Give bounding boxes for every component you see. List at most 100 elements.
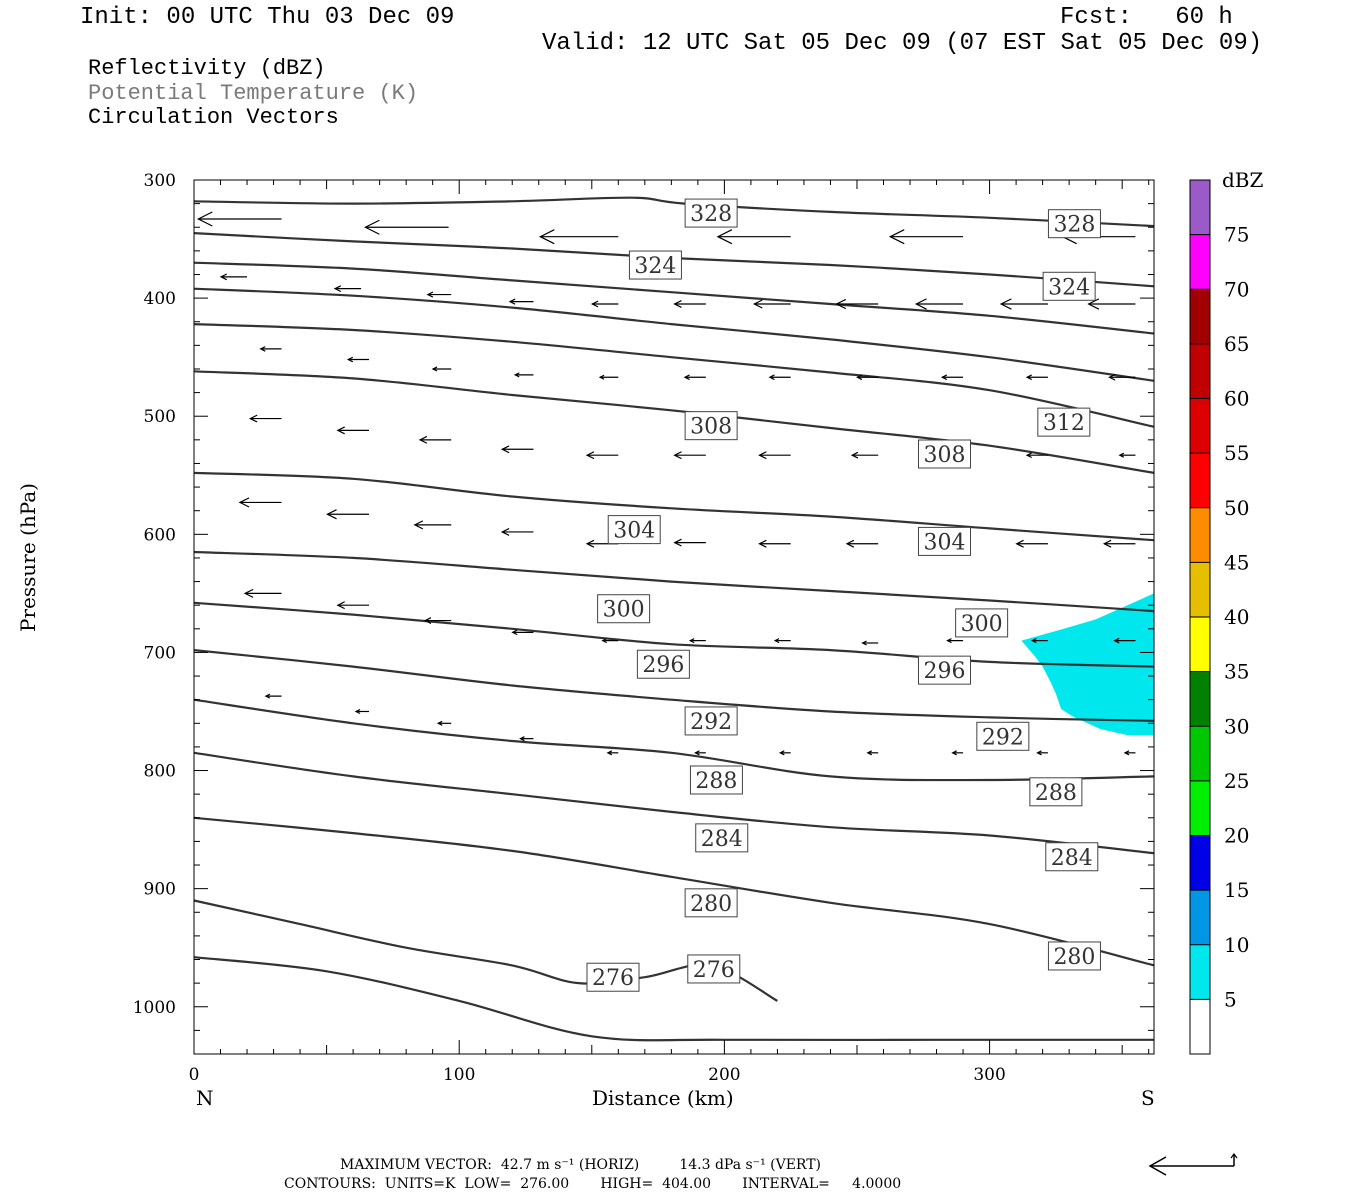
colorbar-swatch [1190, 617, 1210, 672]
circulation-vector [752, 299, 791, 309]
svg-text:284: 284 [701, 827, 743, 852]
circulation-vector [683, 374, 706, 381]
circulation-vector [1015, 539, 1048, 548]
colorbar-bottom-white [1190, 999, 1210, 1054]
colorbar-tick-label: 40 [1224, 605, 1249, 629]
circulation-vector [1030, 638, 1048, 644]
x-axis-end-south: S [1141, 1086, 1155, 1110]
isentrope-296 [193, 601, 1155, 668]
colorbar-swatch [1190, 944, 1210, 1000]
valid-time: Valid: 12 UTC Sat 05 Dec 09 (07 EST Sat … [542, 30, 1263, 57]
colorbar-swatch [1190, 289, 1210, 344]
circulation-vector [946, 638, 964, 644]
colorbar-tick-label: 60 [1224, 387, 1249, 411]
contour-label: 300 [955, 608, 1009, 638]
contour-label: 296 [636, 649, 690, 679]
colorbar-tick-label: 75 [1224, 223, 1249, 247]
circulation-vector [1123, 750, 1136, 756]
svg-text:328: 328 [1053, 213, 1095, 238]
y-tick-label: 600 [144, 525, 176, 545]
circulation-vector [336, 426, 370, 435]
init-time: Init: 00 UTC Thu 03 Dec 09 [80, 4, 455, 31]
svg-text:312: 312 [1043, 411, 1085, 436]
forecast-hour: Fcst: 60 h [1060, 4, 1233, 31]
y-tick-label: 700 [144, 643, 176, 663]
colorbar-swatch [1190, 835, 1210, 891]
colorbar-swatch [1190, 507, 1210, 563]
circulation-vector [585, 451, 619, 460]
circulation-vector [866, 750, 879, 756]
circulation-vector [259, 346, 282, 352]
isentrope-316 [193, 287, 1155, 382]
isentrope-312 [193, 323, 1155, 428]
svg-text:300: 300 [961, 612, 1003, 637]
circulation-vector [673, 538, 706, 547]
axes-layer: 0 100 200 300 300 400 500 600 700 800 900 1000 [133, 171, 1155, 1085]
contour-label: 288 [1029, 777, 1083, 807]
svg-text:284: 284 [1051, 846, 1093, 871]
contour-label: 328 [684, 198, 738, 228]
circulation-vector [606, 750, 619, 756]
isentrope-280 [193, 816, 1155, 967]
circulation-vector [431, 366, 452, 372]
circulation-vector [856, 374, 879, 381]
circulation-vector [1108, 373, 1136, 381]
circulation-vector [1036, 750, 1048, 756]
isentrope-328 [193, 196, 1155, 228]
isentrope-272 [193, 956, 1154, 1042]
isentrope-300 [193, 550, 1155, 613]
colorbar-tick-label: 25 [1224, 769, 1249, 793]
isentrope-layer [193, 196, 1155, 1042]
circulation-vector [1025, 452, 1048, 459]
svg-text:308: 308 [690, 415, 732, 440]
circulation-vector [694, 750, 706, 756]
circulation-vector [333, 285, 362, 293]
circulation-vector [758, 451, 791, 460]
y-tick-label: 300 [144, 171, 176, 191]
isentrope-284 [193, 751, 1155, 855]
circulation-vector [861, 640, 879, 646]
contour-label: 300 [597, 594, 651, 624]
colorbar-swatch [1190, 726, 1210, 781]
colorbar-tick-label: 50 [1224, 496, 1249, 520]
x-tick-label: 0 [189, 1065, 200, 1085]
reference-vector-icon [1148, 1153, 1238, 1176]
colorbar-title: dBZ [1222, 168, 1264, 192]
contour-label: 304 [607, 515, 661, 545]
colorbar-tick-label: 70 [1224, 277, 1249, 301]
circulation-vector [413, 520, 452, 530]
svg-text:280: 280 [1053, 945, 1095, 970]
svg-text:304: 304 [613, 519, 655, 544]
contour-label: 276 [586, 962, 640, 992]
legend-potential-temperature: Potential Temperature (K) [88, 81, 419, 106]
circulation-vector [418, 435, 452, 444]
colorbar-swatch [1190, 890, 1210, 945]
maximum-vector-note: MAXIMUM VECTOR: 42.7 m s⁻¹ (HORIZ) 14.3 … [340, 1157, 822, 1173]
circulation-vector [1102, 539, 1136, 548]
contour-label: 324 [628, 250, 682, 280]
svg-text:296: 296 [923, 659, 965, 684]
circulation-vector [436, 720, 452, 726]
circulation-vector [1025, 374, 1048, 381]
circulation-vector [238, 497, 282, 508]
svg-text:292: 292 [690, 710, 732, 735]
contour-label: 280 [684, 888, 738, 918]
circulation-vector [1118, 452, 1136, 458]
circulation-vector [423, 617, 452, 624]
circulation-vector [940, 374, 964, 381]
circulation-vector [1113, 637, 1136, 644]
circulation-vector [888, 229, 964, 245]
y-tick-label: 500 [144, 407, 176, 427]
colorbar-tick-label: 30 [1224, 714, 1249, 738]
circulation-vector [513, 372, 534, 378]
isentrope-320 [193, 261, 1155, 335]
y-tick-label: 900 [144, 880, 176, 900]
colorbar-tick-label: 10 [1224, 933, 1249, 957]
colorbar-swatch [1190, 234, 1210, 290]
colorbar-tick-label: 65 [1224, 332, 1249, 356]
circulation-vector [590, 300, 619, 308]
circulation-vector [845, 539, 879, 548]
circulation-vector [951, 750, 964, 756]
contour-label: 292 [684, 706, 738, 736]
